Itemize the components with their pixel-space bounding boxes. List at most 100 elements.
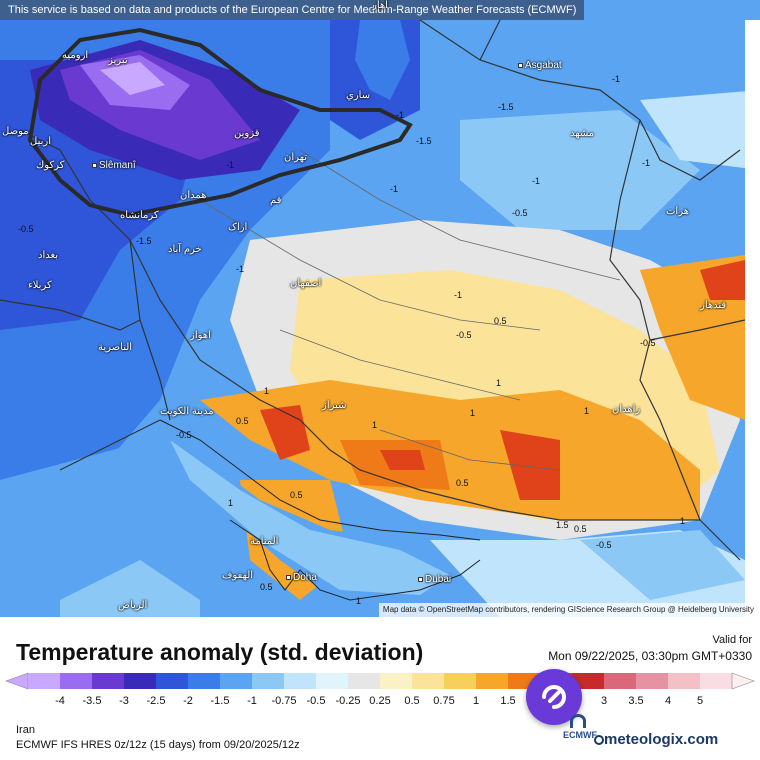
contour-label: 1	[584, 406, 590, 416]
scale-tick-label: -1	[247, 695, 257, 707]
contour-label: 1	[680, 516, 686, 526]
anomaly-field	[0, 0, 760, 617]
ecmwf-label: ECMWF	[563, 730, 597, 740]
contour-label: 0.5	[260, 582, 273, 592]
contour-label: -1	[226, 160, 235, 170]
city-label-urmia: ارومیه	[62, 50, 89, 61]
scale-tick-label: -1.5	[210, 695, 230, 707]
scale-tick-label: -3	[119, 695, 129, 707]
scale-swatch	[284, 673, 317, 689]
forecast-map[interactable]: This service is based on data and produc…	[0, 0, 760, 617]
contour-label: -0.5	[640, 338, 656, 348]
city-label-arak: اراک	[228, 222, 248, 233]
city-label-ahvaz: اهواز	[190, 330, 211, 341]
contour-label: 1	[228, 498, 234, 508]
contour-label: -0.5	[512, 208, 528, 218]
scale-swatch	[28, 673, 61, 689]
scale-swatch	[700, 673, 733, 689]
scale-swatch	[444, 673, 477, 689]
app-logo-icon	[542, 685, 566, 709]
scale-tick-label: 1.5	[500, 695, 516, 707]
contour-label: 1	[356, 596, 362, 606]
scale-tick-label: 3.5	[628, 695, 644, 707]
scale-tick-label: -2	[183, 695, 193, 707]
scale-swatch	[636, 673, 669, 689]
city-label-erbil: اربیل	[30, 136, 51, 147]
contour-label: 1	[264, 386, 270, 396]
scale-swatch	[252, 673, 285, 689]
city-marker	[92, 162, 97, 168]
city-label-kermanshah: کرمانشاه	[120, 210, 159, 221]
ecmwf-notice: This service is based on data and produc…	[0, 0, 585, 20]
city-label-baghdad: بغداد	[38, 250, 59, 261]
scale-tick-label: 5	[696, 695, 704, 707]
scale-tick-label: -4	[55, 695, 65, 707]
scale-swatch	[188, 673, 221, 689]
scale-swatch	[380, 673, 413, 689]
contour-label: -1	[454, 290, 463, 300]
scale-tick-label: 0.5	[404, 695, 420, 707]
contour-label: 0.5	[456, 478, 469, 488]
city-label-shiraz: شیراز	[322, 400, 347, 411]
scale-tick-label: -2.5	[146, 695, 166, 707]
city-label-ahar: آهار	[372, 0, 388, 11]
city-label-asgabat: Asgabat	[518, 60, 562, 71]
contour-label: 1	[372, 420, 378, 430]
ecmwf-logo-icon	[570, 714, 586, 728]
city-label-hamadan: همدان	[180, 190, 207, 201]
contour-label: -1	[236, 264, 245, 274]
scale-arrow-high	[731, 672, 755, 690]
scale-tick-label: 0.75	[433, 695, 455, 707]
scale-tick-label: -0.75	[271, 695, 297, 707]
scale-tick-label: 3	[600, 695, 608, 707]
contour-label: -1.5	[498, 102, 514, 112]
city-label-isfahan: اصفهان	[290, 278, 322, 289]
scale-swatch	[412, 673, 445, 689]
city-label-manama: المنامة	[250, 536, 279, 547]
city-label-kuwait: مدينة الكويت	[160, 406, 214, 417]
contour-label: -1	[642, 158, 651, 168]
city-marker	[418, 576, 423, 582]
legend-panel: Temperature anomaly (std. deviation) Val…	[0, 617, 760, 760]
meteologix-brand[interactable]: meteologix.com	[604, 731, 719, 748]
city-label-sari: ساري	[346, 90, 371, 101]
contour-label: -0.5	[456, 330, 472, 340]
contour-label: -1	[532, 176, 541, 186]
scale-swatch	[220, 673, 253, 689]
map-attribution[interactable]: Map data © OpenStreetMap contributors, r…	[378, 603, 758, 617]
contour-label: -1	[612, 74, 621, 84]
scale-tick-label: 1	[472, 695, 480, 707]
city-label-kandahar: قندهار	[700, 300, 727, 311]
scale-tick-label: 0.25	[369, 695, 391, 707]
city-label-mashhad: مشهد	[570, 128, 595, 139]
valid-datetime[interactable]: Mon 09/22/2025, 03:30pm GMT+0330	[548, 649, 752, 663]
scale-swatch	[156, 673, 189, 689]
scale-swatch	[572, 673, 605, 689]
contour-label: -1.5	[136, 236, 152, 246]
city-label-tabriz: تبریز	[108, 55, 128, 66]
model-info: ECMWF IFS HRES 0z/12z (15 days) from 09/…	[16, 739, 300, 751]
contour-label: 1	[470, 408, 476, 418]
scale-swatch	[668, 673, 701, 689]
contour-label: -1.5	[416, 136, 432, 146]
scale-tick-label: -0.25	[335, 695, 361, 707]
scale-swatch	[316, 673, 349, 689]
city-label-hofuf: الهفوف	[222, 570, 254, 581]
city-label-karbala: كربلاء	[28, 280, 52, 291]
scale-swatch	[124, 673, 157, 689]
scale-swatch	[604, 673, 637, 689]
scale-tick-label: 4	[664, 695, 672, 707]
city-label-zahedan: زاهدان	[612, 404, 641, 415]
city-label-nasiriyah: الناصرية	[98, 342, 133, 353]
contour-label: -0.5	[596, 540, 612, 550]
scale-arrow-low	[5, 672, 29, 690]
city-label-kirkuk: كركوك	[36, 160, 65, 171]
scale-tick-label: -0.5	[306, 695, 326, 707]
city-label-doha: Doha	[286, 572, 317, 583]
color-scale	[5, 672, 755, 690]
city-label-khorramabad: خرم آباد	[168, 244, 202, 255]
city-label-dubai: Dubai	[418, 574, 451, 585]
contour-label: 1.5	[556, 520, 569, 530]
city-label-riyadh: الرياض	[118, 600, 148, 611]
scale-tick-label: -3.5	[82, 695, 102, 707]
